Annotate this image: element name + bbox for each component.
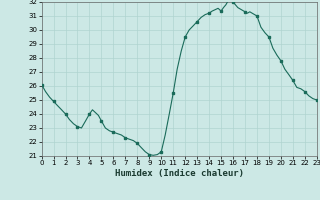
X-axis label: Humidex (Indice chaleur): Humidex (Indice chaleur) (115, 169, 244, 178)
